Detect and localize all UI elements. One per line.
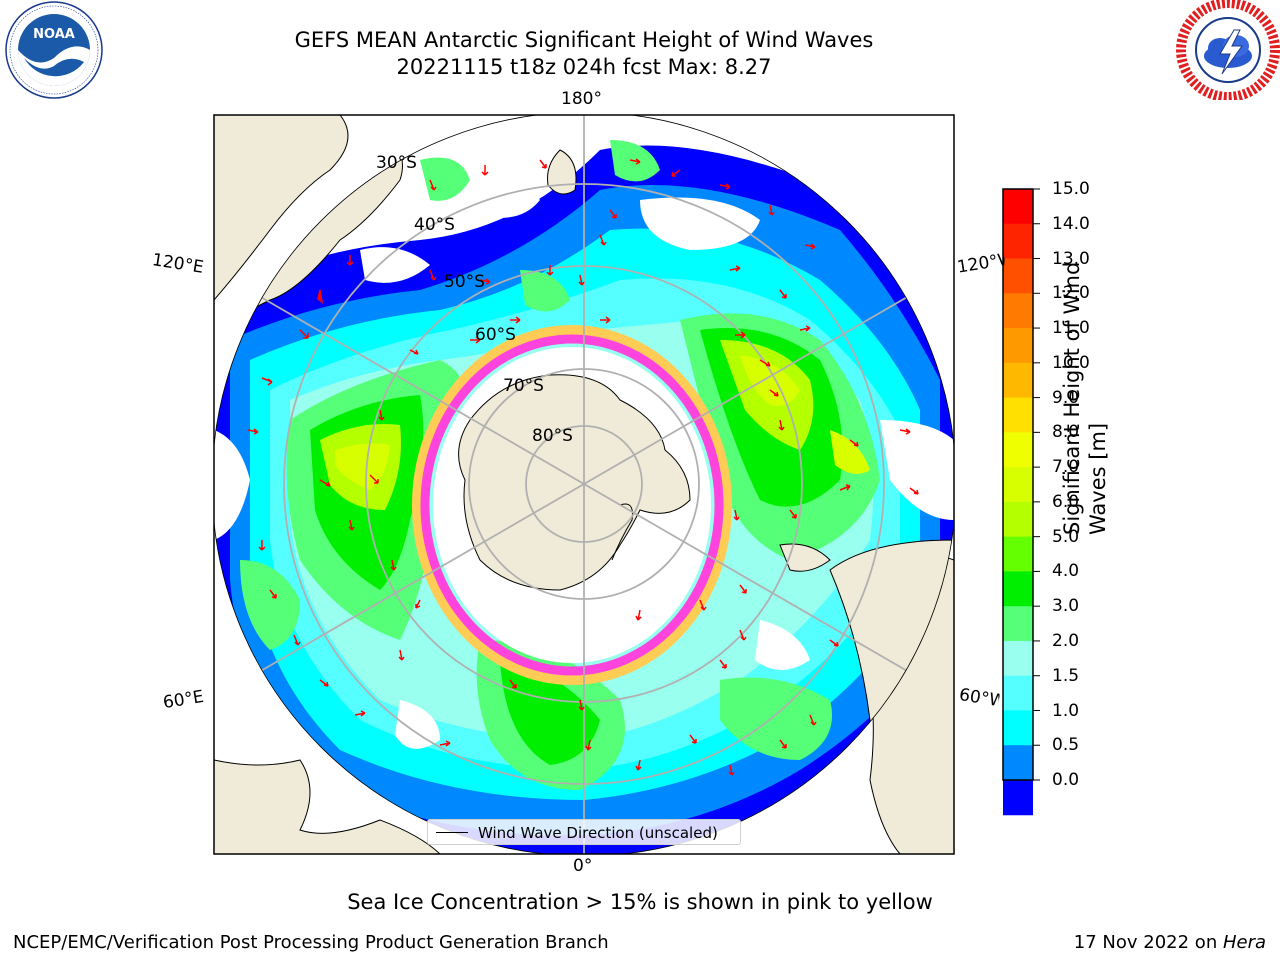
colorbar-label: Significant Height of Wind Waves [m] [1060,261,1110,535]
colorbar-segment [1003,223,1033,260]
legend: Wind Wave Direction (unscaled) [427,819,741,845]
map-frame [213,114,955,855]
colorbar-tick-label: 11.0 [1052,318,1090,339]
colorbar-segment [1003,780,1033,816]
antarctica-land [458,374,691,591]
colorbar-frame [1002,188,1034,781]
legend-line-swatch [436,832,468,833]
colorbar-tick-label: 8.0 [1052,422,1080,443]
colorbar [1003,189,1033,816]
page-subtitle: 20221115 t18z 024h fcst Max: 8.27 [396,55,772,79]
noaa-logo-text: NOAA [33,27,75,42]
colorbar-segment [1003,432,1033,468]
colorbar-tick-label: 6.0 [1052,491,1080,512]
colorbar-segment [1003,362,1033,399]
footer-date: 17 Nov 2022 on Hera [1073,932,1266,953]
lat-label-70: 70°S [503,376,544,396]
colorbar-tick-label: 3.0 [1052,596,1080,617]
lat-label-50: 50°S [444,272,485,292]
wind-wave-arrows [247,158,919,776]
colorbar-segment [1003,640,1033,677]
colorbar-tick-label: 1.5 [1052,665,1080,686]
colorbar-segment [1003,536,1033,572]
colorbar-tick-label: 0.0 [1052,770,1080,790]
australia-land-corner [214,115,349,301]
colorbar-segment [1003,328,1033,364]
colorbar-segment [1003,606,1033,642]
lon-label-0: 0° [573,856,593,876]
new-zealand-land [547,149,577,195]
lat-label-60: 60°S [475,325,516,345]
colorbar-tick-label: 10.0 [1052,352,1090,373]
noaa-logo-icon: NOAA [5,1,103,99]
africa-land-corner [214,759,441,854]
legend-label: Wind Wave Direction (unscaled) [478,824,718,842]
colorbar-tick-label: 7.0 [1052,457,1080,478]
page-title: GEFS MEAN Antarctic Significant Height o… [294,28,874,52]
colorbar-segment [1003,501,1033,538]
colorbar-tick-label: 2.0 [1052,630,1080,651]
nws-logo-icon [1176,0,1280,100]
wave-height-field [214,140,954,854]
colorbar-segment [1003,189,1033,225]
colorbar-tick-label: 15.0 [1052,179,1090,199]
colorbar-tick-label: 0.5 [1052,735,1080,756]
colorbar-tick-label: 13.0 [1052,248,1090,269]
sea-ice-note: Sea Ice Concentration > 15% is shown in … [347,890,933,914]
colorbar-segment [1003,467,1033,503]
colorbar-tick-label: 5.0 [1052,526,1080,547]
colorbar-tick-label: 9.0 [1052,387,1080,408]
colorbar-segment [1003,745,1033,781]
lat-label-30: 30°S [376,153,417,173]
colorbar-segment [1003,710,1033,746]
colorbar-segment [1003,571,1033,607]
graticule [214,115,954,854]
lon-label-180: 180° [561,89,602,109]
colorbar-segment [1003,293,1033,329]
colorbar-tick-label: 1.0 [1052,700,1080,721]
colorbar-tick-label: 12.0 [1052,283,1090,304]
colorbar-segment [1003,397,1033,433]
colorbar-tick-label: 4.0 [1052,561,1080,582]
colorbar-segment [1003,675,1033,711]
lat-label-80: 80°S [532,426,573,446]
colorbar-segment [1003,258,1033,294]
footer-credit: NCEP/EMC/Verification Post Processing Pr… [13,932,609,953]
lat-label-40: 40°S [414,215,455,235]
colorbar-tick-label: 14.0 [1052,213,1090,234]
